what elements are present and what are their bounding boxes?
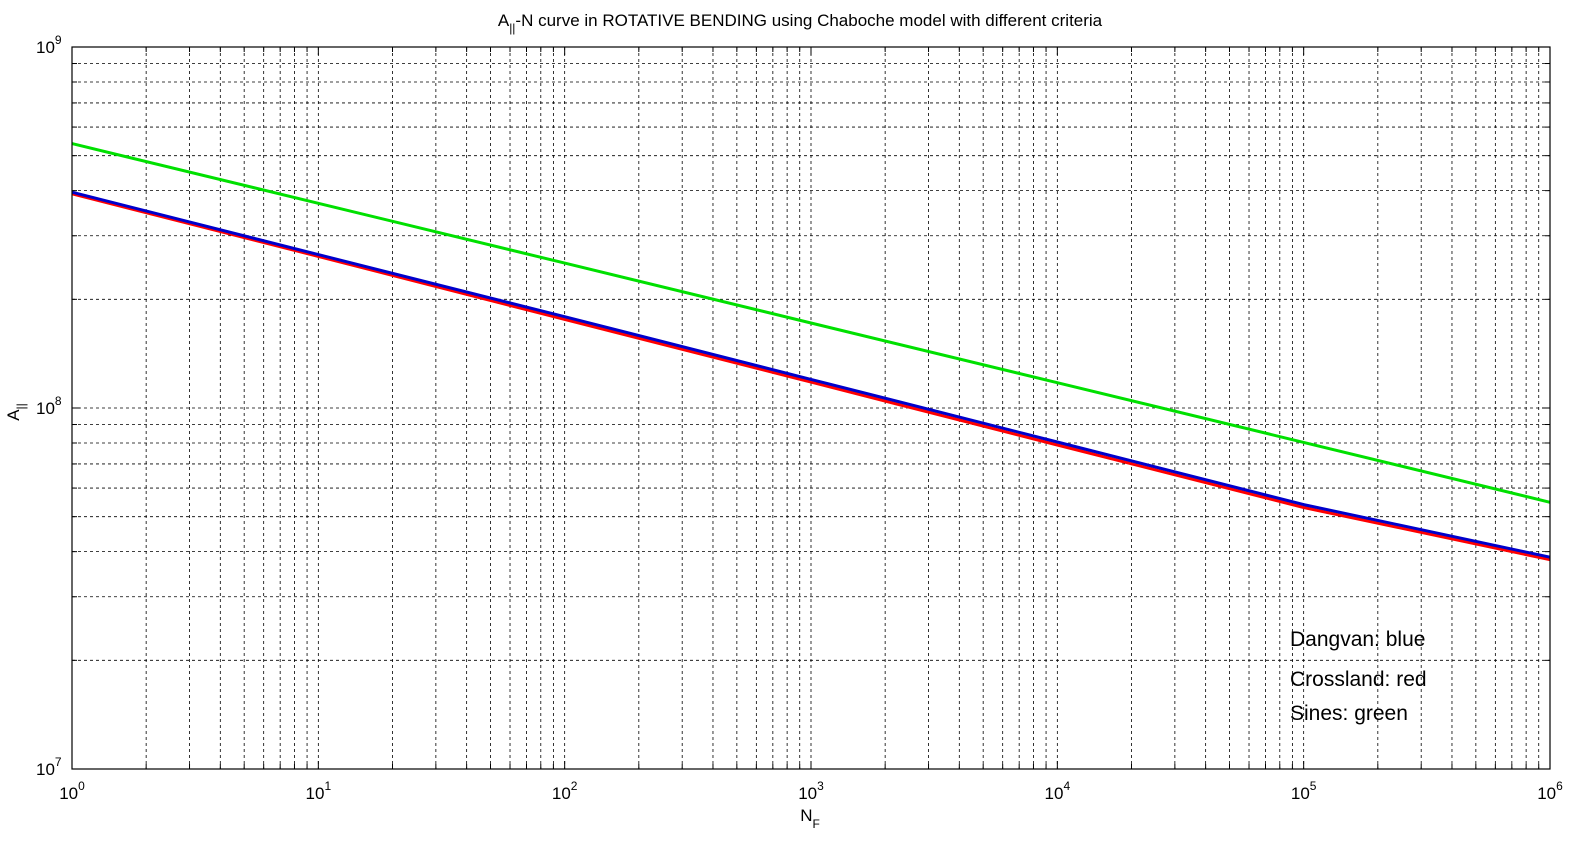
chart-title-main: A <box>498 11 510 30</box>
y-tick-label: 107 <box>36 755 62 779</box>
ticks <box>71 47 1550 770</box>
annotation-crossland: Crossland: red <box>1290 668 1427 691</box>
x-tick-label: 103 <box>798 779 824 803</box>
y-axis-label: A|| <box>4 403 28 421</box>
x-tick-label: 101 <box>306 779 332 803</box>
tick-labels: 100 101 102 103 104 105 106 107 108 109 <box>36 33 1563 803</box>
x-tick-label: 100 <box>59 779 85 803</box>
chart-title-rest: -N curve in ROTATIVE BENDING using Chabo… <box>515 11 1102 30</box>
chart-title-subscript: || <box>509 21 515 35</box>
series-lines <box>71 142 1551 562</box>
x-tick-label: 104 <box>1045 779 1071 803</box>
chart-title: A||-N curve in ROTATIVE BENDING using Ch… <box>498 11 1103 35</box>
series-line-1 <box>71 192 1551 562</box>
annotation-dangvan: Dangvan: blue <box>1290 628 1425 651</box>
series-line-2 <box>71 190 1551 559</box>
x-axis-label: NF <box>800 806 820 831</box>
x-tick-label: 105 <box>1291 779 1317 803</box>
x-axis-label-subscript: F <box>812 817 819 831</box>
y-tick-label: 109 <box>36 33 62 57</box>
y-axis-label-subscript: || <box>14 403 28 409</box>
grid <box>72 47 1550 769</box>
annotation-sines: Sines: green <box>1290 702 1408 725</box>
y-tick-label: 108 <box>36 394 62 418</box>
y-axis-label-main: A <box>4 409 23 421</box>
x-axis-label-main: N <box>800 806 812 825</box>
x-tick-label: 102 <box>552 779 578 803</box>
series-line-0 <box>71 142 1551 504</box>
x-tick-label: 106 <box>1537 779 1563 803</box>
